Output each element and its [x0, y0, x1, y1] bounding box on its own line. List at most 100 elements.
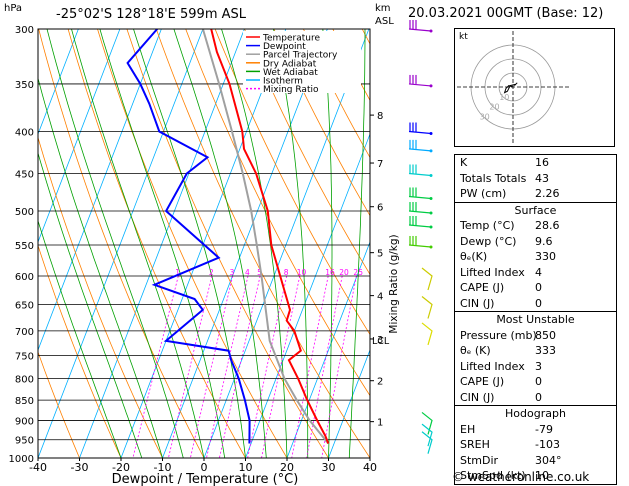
- parcel-trajectory-curve: [201, 29, 330, 445]
- legend-label: Dry Adiabat: [263, 59, 317, 69]
- surface-row-key: θₑ(K): [460, 250, 488, 263]
- temperature-tick-label: -30: [71, 461, 89, 474]
- mixing-ratio-axis-title: Mixing Ratio (g/kg): [388, 234, 400, 333]
- surface-row-key: CIN (J): [460, 296, 495, 310]
- km-tick-label: 4: [377, 292, 383, 303]
- wind-barb-dot: [429, 196, 433, 200]
- pressure-tick-label: 300: [15, 25, 34, 36]
- x-axis-title: Dewpoint / Temperature (°C): [112, 472, 299, 486]
- most-unstable-row-key: Lifted Index: [460, 359, 525, 373]
- mixing-ratio-line: [168, 275, 213, 458]
- pressure-tick-label: 700: [15, 327, 34, 338]
- index-row: K 16: [455, 155, 616, 171]
- legend-label: Dewpoint: [263, 42, 306, 52]
- wind-barb: [408, 195, 432, 200]
- pressure-tick-label: 550: [15, 241, 34, 252]
- km-tick-label: 8: [377, 111, 383, 122]
- wind-barb: [421, 267, 433, 291]
- mixing-ratio-line: [219, 275, 261, 458]
- dry-adiabat-line: [38, 29, 205, 458]
- mixing-ratio-line: [291, 275, 329, 458]
- km-label: km: [375, 3, 391, 14]
- surface-row-key: CAPE (J): [460, 281, 505, 294]
- temperature-tick-label: 30: [322, 461, 336, 474]
- legend-box: [243, 31, 361, 93]
- hodograph-stat-row-value: 304°: [535, 453, 562, 467]
- hodograph-stat-row: StmDir 304°: [455, 453, 616, 469]
- index-row: Totals Totals 43: [455, 171, 616, 187]
- index-row: PW (cm) 2.26: [455, 186, 616, 202]
- hodograph-stat-row-key: SREH: [460, 438, 490, 451]
- copyright-footer: © weatheronline.co.uk: [452, 470, 590, 484]
- wind-barb: [408, 148, 432, 152]
- surface-row: CAPE (J) 0: [455, 280, 616, 296]
- wet-adiabats: [38, 29, 370, 458]
- km-tick-label: 1: [377, 418, 383, 429]
- surface-row: CIN (J) 0: [455, 296, 616, 312]
- surface-row-value: 0: [535, 296, 542, 310]
- hodograph-stat-row: EH -79: [455, 422, 616, 438]
- hodograph-unit: kt: [459, 32, 468, 42]
- most-unstable-row: Pressure (mb) 850: [455, 328, 616, 344]
- wind-barb: [421, 296, 433, 319]
- temperature-tick-label: -20: [112, 461, 130, 474]
- most-unstable-row-value: 0: [535, 375, 542, 388]
- hodograph-ring-label: 30: [480, 112, 490, 121]
- wind-barb-dot: [429, 173, 433, 177]
- location-title: -25°02'S 128°18'E 599m ASL: [56, 7, 247, 22]
- mixing-ratio-line: [132, 275, 179, 458]
- mixing-ratio-label: 5: [257, 268, 262, 277]
- dry-adiabat-line: [214, 29, 370, 336]
- surface-row-value: 330: [535, 250, 556, 263]
- km-tick-label: 7: [377, 159, 383, 170]
- wet-adiabat-line: [71, 29, 205, 458]
- pressure-tick-label: 800: [15, 374, 34, 385]
- mixing-ratio-label: 25: [353, 268, 363, 277]
- isotherm-line: [79, 29, 245, 458]
- isotherm-line: [162, 29, 328, 458]
- pressure-unit-label: hPa: [4, 3, 23, 14]
- surface-row: Dewp (°C) 9.6: [455, 234, 616, 250]
- isotherm-line: [286, 240, 370, 458]
- surface-row-value: 4: [535, 265, 542, 279]
- sounding-curves: [126, 29, 330, 445]
- pressure-tick-label: 750: [15, 351, 34, 362]
- hodograph-stat-row-value: 10: [535, 469, 549, 482]
- pressure-tick-label: 900: [15, 416, 34, 427]
- legend-label: Parcel Trajectory: [263, 51, 338, 61]
- km-tick-label: 3: [377, 335, 383, 346]
- most-unstable-row-key: θₑ (K): [460, 344, 491, 357]
- isotherm-line: [328, 348, 370, 458]
- wet-adiabat-line: [322, 29, 333, 458]
- most-unstable-row: θₑ (K) 333: [455, 343, 616, 359]
- hodograph-stat-row-key: StmDir: [460, 453, 499, 467]
- wind-barb-dot: [429, 149, 433, 153]
- most-unstable-row-key: CAPE (J): [460, 375, 505, 388]
- mixing-ratio-label: 20: [339, 268, 349, 277]
- surface-row-value: 0: [535, 281, 542, 294]
- dry-adiabat-line: [38, 244, 122, 458]
- dry-adiabat-line: [244, 29, 370, 276]
- pressure-tick-label: 600: [15, 272, 34, 283]
- dry-adiabat-line: [185, 29, 370, 397]
- wet-adiabat-line: [173, 29, 267, 458]
- hodograph-stat-row: StmSpd (kt) 10: [455, 468, 616, 484]
- temperature-tick-label: -40: [29, 461, 47, 474]
- surface-row: θₑ(K) 330: [455, 249, 616, 265]
- surface-row: Lifted Index 4: [455, 265, 616, 281]
- mixing-ratio-line: [190, 275, 234, 458]
- mixing-ratio-label: 16: [325, 268, 335, 277]
- km-tick-label: 2: [377, 377, 383, 388]
- dry-adiabat-line: [38, 350, 80, 458]
- most-unstable-row: CIN (J) 0: [455, 390, 616, 406]
- pressure-tick-label: 450: [15, 169, 34, 180]
- pressure-tick-label: 950: [15, 436, 34, 447]
- mixing-ratio-label: 4: [245, 268, 250, 277]
- legend-label: Mixing Ratio: [263, 85, 319, 95]
- hodograph-stat-row-value: -103: [535, 438, 560, 451]
- mixing-ratio-line: [306, 275, 343, 458]
- mixing-ratio-line: [206, 275, 249, 458]
- wind-barb: [408, 244, 432, 248]
